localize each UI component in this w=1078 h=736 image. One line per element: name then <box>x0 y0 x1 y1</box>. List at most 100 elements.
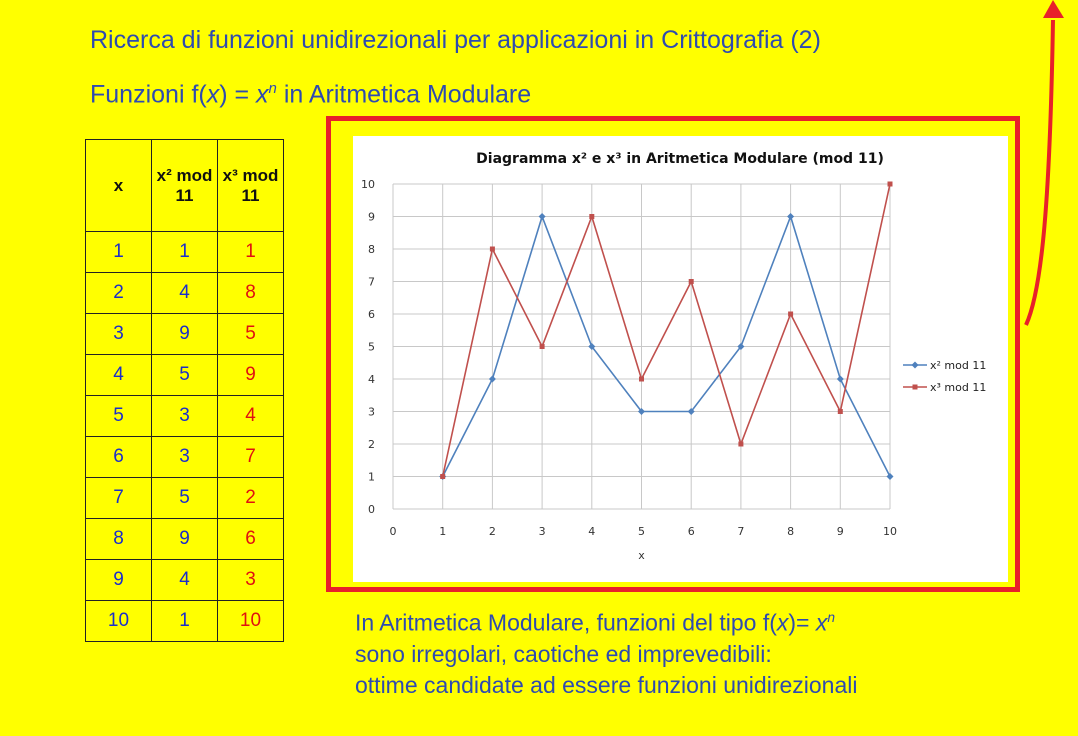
cell-x-squared: 3 <box>151 395 218 437</box>
cell-x: 4 <box>85 354 152 396</box>
legend-marker-square-icon <box>912 384 918 390</box>
data-point-x-cubed <box>887 181 893 187</box>
red-arrow-head-icon <box>1043 0 1064 18</box>
y-tick-label: 7 <box>368 276 375 289</box>
legend-marker-diamond-icon <box>911 361 919 369</box>
cell-x-cubed: 6 <box>217 518 284 560</box>
subtitle-suffix: in Aritmetica Modulare <box>276 80 532 109</box>
note-line-1: In Aritmetica Modulare, funzioni del tip… <box>355 602 857 639</box>
note-line-3: ottime candidate ad essere funzioni unid… <box>355 671 858 698</box>
x-tick-label: 6 <box>688 525 695 538</box>
note-var: x <box>776 609 789 636</box>
note-mid: )= <box>788 609 816 636</box>
note-base: x <box>815 609 828 636</box>
data-point-x-cubed <box>539 344 545 349</box>
x-tick-label: 4 <box>588 525 595 538</box>
data-point-x-cubed <box>639 376 644 382</box>
x-axis-label: x <box>638 549 645 562</box>
x-tick-label: 7 <box>737 525 744 538</box>
data-point-x-squared <box>687 408 695 415</box>
data-point-x-cubed <box>837 409 843 414</box>
y-tick-label: 6 <box>368 308 375 321</box>
y-tick-label: 5 <box>368 341 375 354</box>
y-tick-label: 9 <box>368 211 375 224</box>
y-tick-label: 1 <box>368 471 375 484</box>
legend-label: x³ mod 11 <box>930 381 986 394</box>
y-tick-label: 10 <box>361 178 375 191</box>
legend-label: x² mod 11 <box>930 359 986 372</box>
x-tick-label: 9 <box>837 525 844 538</box>
cell-x: 1 <box>85 231 152 273</box>
cell-x-squared: 9 <box>151 518 218 560</box>
series-line-x-cubed <box>441 183 891 477</box>
table-body: 1 1 1 2 4 8 3 9 5 4 5 9 5 3 4 6 3 7 7 5 2 8 9 6 9 4 3 10 1 10 <box>85 231 284 642</box>
line-chart: Diagramma x² e x³ in Aritmetica Modulare… <box>361 151 986 562</box>
data-point-x-squared <box>488 375 496 383</box>
conclusion-note: In Aritmetica Modulare, funzioni del tip… <box>355 602 857 701</box>
data-point-x-cubed <box>738 441 744 447</box>
y-tick-label: 2 <box>368 438 375 451</box>
red-arrow-line <box>1024 19 1055 326</box>
chart-title: Diagramma x² e x³ in Aritmetica Modulare… <box>476 151 884 167</box>
cell-x-squared: 9 <box>151 313 218 355</box>
data-point-x-cubed <box>788 311 794 317</box>
table-row: 10 1 10 <box>85 600 284 642</box>
cell-x-cubed: 10 <box>217 600 284 642</box>
cell-x: 5 <box>85 395 152 437</box>
x-tick-label: 8 <box>787 525 794 538</box>
note-exp: n <box>827 610 836 625</box>
data-point-x-squared <box>588 343 596 350</box>
subtitle-mid: ) = <box>219 80 257 109</box>
subtitle-base: x <box>256 80 269 109</box>
x-tick-label: 0 <box>390 525 397 538</box>
cell-x-squared: 5 <box>151 354 218 396</box>
data-point-x-squared <box>638 408 645 415</box>
cell-x-squared: 3 <box>151 436 218 478</box>
data-point-x-squared <box>737 343 745 350</box>
chart-highlight-frame <box>326 116 1020 592</box>
data-point-x-squared <box>836 375 844 383</box>
note-line-2: sono irregolari, caotiche ed imprevedibi… <box>355 640 772 667</box>
data-point-x-squared <box>787 213 795 220</box>
data-point-x-cubed <box>589 214 595 219</box>
x-tick-label: 2 <box>489 525 496 538</box>
data-point-x-cubed <box>440 474 446 479</box>
slide-subtitle: Funzioni f(x) = xn in Aritmetica Modular… <box>90 80 531 109</box>
cell-x-squared: 4 <box>151 272 218 314</box>
data-point-x-squared <box>538 213 546 220</box>
subtitle-var: x <box>206 80 220 109</box>
cell-x-cubed: 5 <box>217 313 284 355</box>
x-tick-label: 10 <box>883 525 897 538</box>
chart-area: Diagramma x² e x³ in Aritmetica Modulare… <box>353 136 1008 582</box>
header-x-squared: x² mod 11 <box>151 139 218 232</box>
data-point-x-cubed <box>489 246 495 252</box>
note-prefix: In Aritmetica Modulare, funzioni del tip… <box>355 609 777 636</box>
subtitle-prefix: Funzioni f( <box>90 80 207 109</box>
table-header-row: x x² mod 11 x³ mod 11 <box>85 139 284 232</box>
data-point-x-cubed <box>688 279 694 284</box>
cell-x-squared: 5 <box>151 477 218 519</box>
slide-title: Ricerca di funzioni unidirezionali per a… <box>90 26 821 54</box>
cell-x-cubed: 9 <box>217 354 284 396</box>
y-tick-label: 3 <box>368 406 375 419</box>
y-tick-label: 8 <box>368 243 375 256</box>
cell-x: 7 <box>85 477 152 519</box>
subtitle-exp: n <box>268 80 277 97</box>
x-tick-label: 1 <box>439 525 446 538</box>
x-tick-label: 3 <box>539 525 546 538</box>
data-point-x-squared <box>886 473 894 480</box>
cell-x-cubed: 4 <box>217 395 284 437</box>
cell-x-cubed: 2 <box>217 477 284 519</box>
y-tick-label: 0 <box>368 503 375 516</box>
cell-x-cubed: 3 <box>217 559 284 601</box>
x-tick-label: 5 <box>638 525 645 538</box>
cell-x: 10 <box>85 600 152 642</box>
